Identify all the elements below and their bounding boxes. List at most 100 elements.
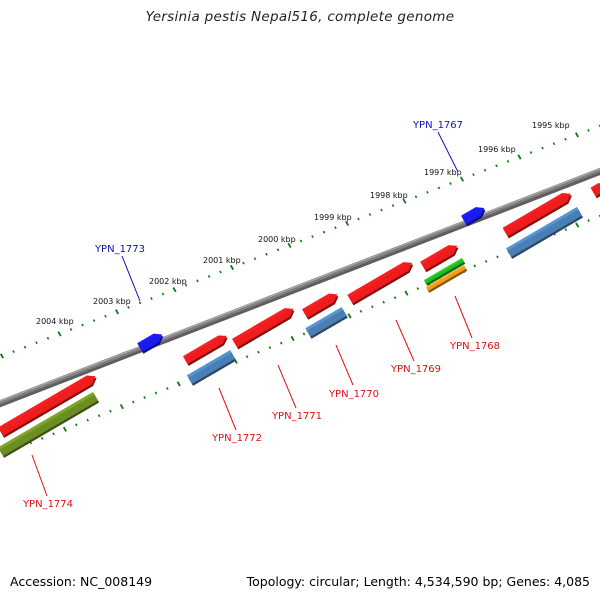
blue-feature-1767[interactable] (461, 204, 488, 227)
kbp-tick-label: 1997 kbp (424, 168, 462, 177)
gene-label[interactable]: YPN_1770 (328, 389, 379, 400)
gene-ypn-1769-forward-highlight (347, 262, 406, 298)
minor-tick (564, 137, 567, 141)
minor-tick (97, 414, 101, 418)
minor-tick (495, 164, 498, 168)
kbp-tick-label: 1995 kbp (532, 121, 570, 130)
rrna-green-feature[interactable] (423, 257, 466, 286)
kbp-tick-label: 2000 kbp (258, 235, 296, 244)
minor-tick (46, 336, 50, 340)
minor-tick (380, 208, 383, 212)
accession-text: Accession: NC_008149 (10, 574, 153, 589)
backbone-line (0, 167, 600, 405)
major-tick (119, 404, 124, 410)
kbp-tick-label: 1998 kbp (370, 191, 408, 200)
minor-tick (334, 226, 337, 230)
minor-tick (81, 323, 84, 327)
minor-tick (587, 128, 590, 132)
minor-tick (166, 387, 169, 390)
leader-line (31, 454, 48, 497)
gene-ypn-1770-reverse-highlight (305, 307, 344, 331)
gene-ypn-1771-forward[interactable] (232, 305, 297, 350)
major-tick (176, 381, 181, 387)
minor-tick (219, 270, 222, 274)
major-tick (517, 154, 522, 160)
minor-tick (150, 297, 153, 300)
minor-tick (12, 350, 15, 354)
rrna-green-feature-highlight (423, 257, 463, 282)
gene-ypn-1772-forward[interactable] (183, 332, 230, 366)
minor-tick (109, 409, 112, 413)
genome-stats-text: Topology: circular; Length: 4,534,590 bp… (246, 574, 590, 589)
major-tick (344, 220, 350, 226)
gene-ypn-1772-reverse[interactable] (186, 350, 237, 386)
minor-tick (359, 309, 363, 313)
major-tick (229, 264, 235, 271)
gene-ypn-1770-forward[interactable] (302, 290, 341, 320)
minor-tick (104, 314, 107, 318)
minor-tick (322, 230, 326, 234)
gene-forward-1766[interactable] (502, 190, 575, 239)
minor-tick (529, 151, 533, 154)
kbp-tick-label: 2003 kbp (93, 297, 131, 306)
gene-ypn-1770-forward-body (302, 293, 338, 318)
minor-tick (368, 213, 372, 216)
gene-label[interactable]: YPN_1769 (390, 364, 441, 375)
feature-layer (0, 180, 600, 458)
minor-tick (279, 341, 283, 345)
rrna-orange-feature[interactable] (425, 264, 468, 293)
blue-feature-1773[interactable] (137, 330, 166, 354)
gene-forward-1766-highlight (502, 193, 564, 231)
minor-tick (253, 257, 257, 261)
gene-label[interactable]: YPN_1774 (22, 499, 73, 510)
major-tick (114, 309, 120, 315)
minor-tick (268, 346, 272, 350)
gene-ypn-1774-feature-highlight (0, 375, 89, 430)
minor-tick (472, 173, 475, 177)
gene-label[interactable]: YPN_1767 (412, 120, 463, 131)
minor-tick (52, 432, 55, 436)
gene-reverse-1766[interactable] (506, 207, 584, 259)
minor-tick (92, 319, 96, 323)
gene-ypn-1770-reverse[interactable] (305, 307, 348, 339)
minor-tick (541, 146, 544, 150)
gene-ypn-1768-forward-body (420, 245, 458, 271)
gene-forward-edge[interactable] (590, 180, 600, 199)
minor-tick (496, 255, 499, 259)
blue-feature-1767-body (461, 207, 485, 225)
gene-label[interactable]: YPN_1768 (449, 341, 500, 352)
minor-tick (131, 400, 135, 404)
gene-ypn-1771-forward-highlight (232, 308, 287, 342)
kbp-tick-label: 1999 kbp (314, 213, 352, 222)
gene-ypn-1772-forward-highlight (183, 335, 220, 359)
blue-feature-1773-body (137, 333, 163, 352)
genome-backbone (0, 167, 600, 408)
gene-ypn-1774-feature[interactable] (0, 372, 99, 438)
minor-tick (265, 252, 268, 256)
minor-tick (69, 328, 73, 331)
gene-label[interactable]: YPN_1773 (94, 244, 145, 255)
gene-ypn-1768-forward[interactable] (420, 242, 461, 273)
major-tick (0, 353, 5, 359)
gene-ypn-1770-forward-highlight (302, 293, 331, 312)
major-tick (287, 242, 292, 249)
rrna-orange-feature-body (425, 264, 467, 292)
minor-tick (473, 264, 477, 268)
gene-ypn-1774-reverse[interactable] (0, 391, 100, 458)
tick-track-top (0, 124, 600, 359)
kbp-tick-label: 2001 kbp (203, 256, 241, 265)
minor-tick (564, 228, 568, 232)
leader-line (454, 295, 473, 339)
gene-ypn-1769-forward[interactable] (347, 259, 415, 306)
minor-tick (40, 436, 44, 440)
minor-tick (552, 142, 556, 146)
gene-label[interactable]: YPN_1772 (211, 433, 262, 444)
gene-ypn-1772-reverse-body (186, 350, 236, 384)
minor-tick (154, 391, 158, 395)
minor-tick (143, 396, 146, 399)
gene-ypn-1771-forward-body (232, 308, 294, 348)
major-tick (62, 426, 67, 432)
minor-tick (127, 305, 130, 309)
gene-label[interactable]: YPN_1771 (271, 411, 322, 422)
